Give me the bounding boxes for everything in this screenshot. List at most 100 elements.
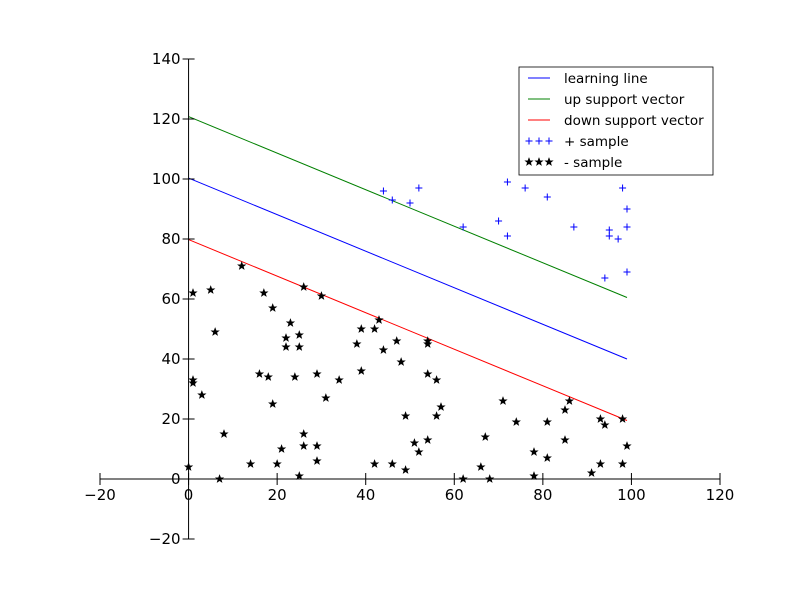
legend-entry: up support vector — [528, 92, 685, 108]
legend-label: up support vector — [564, 92, 685, 108]
star-point — [392, 336, 402, 345]
star-point — [529, 447, 539, 456]
star-point — [409, 438, 420, 447]
star-point — [356, 324, 366, 333]
legend-entry: - sample — [524, 155, 622, 171]
plus-point — [623, 268, 631, 276]
legend-star-marker — [534, 157, 544, 166]
x-tick-label: 80 — [533, 486, 552, 504]
legend-label: + sample — [564, 134, 629, 150]
star-point — [312, 441, 322, 450]
star-point — [369, 459, 380, 468]
star-point — [595, 414, 606, 423]
legend-entry: down support vector — [528, 113, 704, 129]
plus-point — [388, 196, 396, 204]
plus-point — [503, 232, 511, 240]
plus-point — [601, 274, 609, 282]
x-tick-label: 40 — [356, 486, 375, 504]
star-point — [600, 420, 610, 429]
legend-star-marker — [524, 157, 534, 166]
legend-entry: + sample — [525, 134, 629, 150]
legend-plus-marker — [525, 137, 533, 145]
star-point — [622, 441, 632, 450]
star-point — [423, 435, 433, 444]
x-tick-label: 100 — [617, 486, 646, 504]
plus-point — [543, 193, 551, 201]
star-point — [369, 324, 380, 333]
star-point — [259, 288, 269, 297]
star-point — [290, 372, 300, 381]
star-point — [617, 459, 628, 468]
plus-point — [619, 184, 627, 192]
star-point — [312, 369, 322, 378]
star-point — [285, 318, 296, 327]
star-point — [281, 342, 291, 351]
series-line-1 — [188, 116, 628, 298]
y-tick-label: 120 — [152, 110, 181, 128]
y-tick-label: 0 — [171, 470, 181, 488]
star-point — [586, 468, 597, 477]
star-point — [560, 435, 570, 444]
star-point — [617, 414, 628, 423]
x-tick-label: −20 — [84, 486, 116, 504]
star-point — [595, 459, 606, 468]
plus-point — [614, 235, 622, 243]
y-tick-label: 100 — [152, 170, 181, 188]
star-point — [387, 459, 397, 468]
scatter-series-1 — [183, 261, 632, 483]
star-point — [321, 393, 331, 402]
y-tick-label: 60 — [161, 290, 180, 308]
star-point — [498, 396, 508, 405]
star-point — [529, 471, 539, 480]
plus-point — [605, 232, 613, 240]
star-point — [396, 357, 406, 366]
star-point — [299, 282, 309, 291]
series-line-2 — [188, 239, 628, 421]
plus-point — [623, 223, 631, 231]
legend-entry: learning line — [528, 71, 648, 87]
star-point — [316, 291, 327, 300]
star-point — [560, 405, 570, 414]
plus-point — [623, 205, 631, 213]
star-point — [272, 459, 282, 468]
x-tick-label: 60 — [445, 486, 464, 504]
legend-plus-marker — [535, 137, 543, 145]
star-point — [423, 339, 433, 348]
star-point — [564, 396, 575, 405]
legend-star-marker — [544, 157, 554, 166]
legend: learning line up support vector down suppo… — [518, 66, 714, 176]
axes — [99, 58, 721, 540]
plus-point — [406, 199, 414, 207]
star-point — [276, 444, 287, 453]
star-point — [294, 342, 304, 351]
star-point — [299, 429, 309, 438]
star-point — [334, 375, 344, 384]
star-point — [356, 366, 366, 375]
x-tick-label: 120 — [706, 486, 735, 504]
star-point — [378, 345, 389, 354]
star-point — [263, 372, 273, 381]
star-point — [542, 417, 552, 426]
star-point — [268, 303, 278, 312]
scatter-points — [183, 178, 632, 483]
legend-plus-marker — [545, 137, 553, 145]
star-point — [294, 471, 304, 480]
star-point — [431, 375, 442, 384]
legend-box — [518, 66, 714, 176]
star-point — [414, 447, 424, 456]
star-point — [374, 315, 384, 324]
series-lines — [188, 116, 628, 421]
plus-point — [521, 184, 529, 192]
star-point — [542, 453, 552, 462]
star-point — [436, 402, 446, 411]
plus-point — [379, 187, 387, 195]
legend-label: learning line — [564, 71, 648, 87]
scatter-series-0 — [379, 178, 631, 282]
star-point — [352, 339, 362, 348]
star-point — [476, 462, 486, 471]
star-point — [197, 390, 207, 399]
star-point — [188, 378, 198, 387]
x-tick-label: 20 — [268, 486, 287, 504]
y-tick-label: 140 — [152, 50, 181, 68]
star-point — [299, 441, 309, 450]
